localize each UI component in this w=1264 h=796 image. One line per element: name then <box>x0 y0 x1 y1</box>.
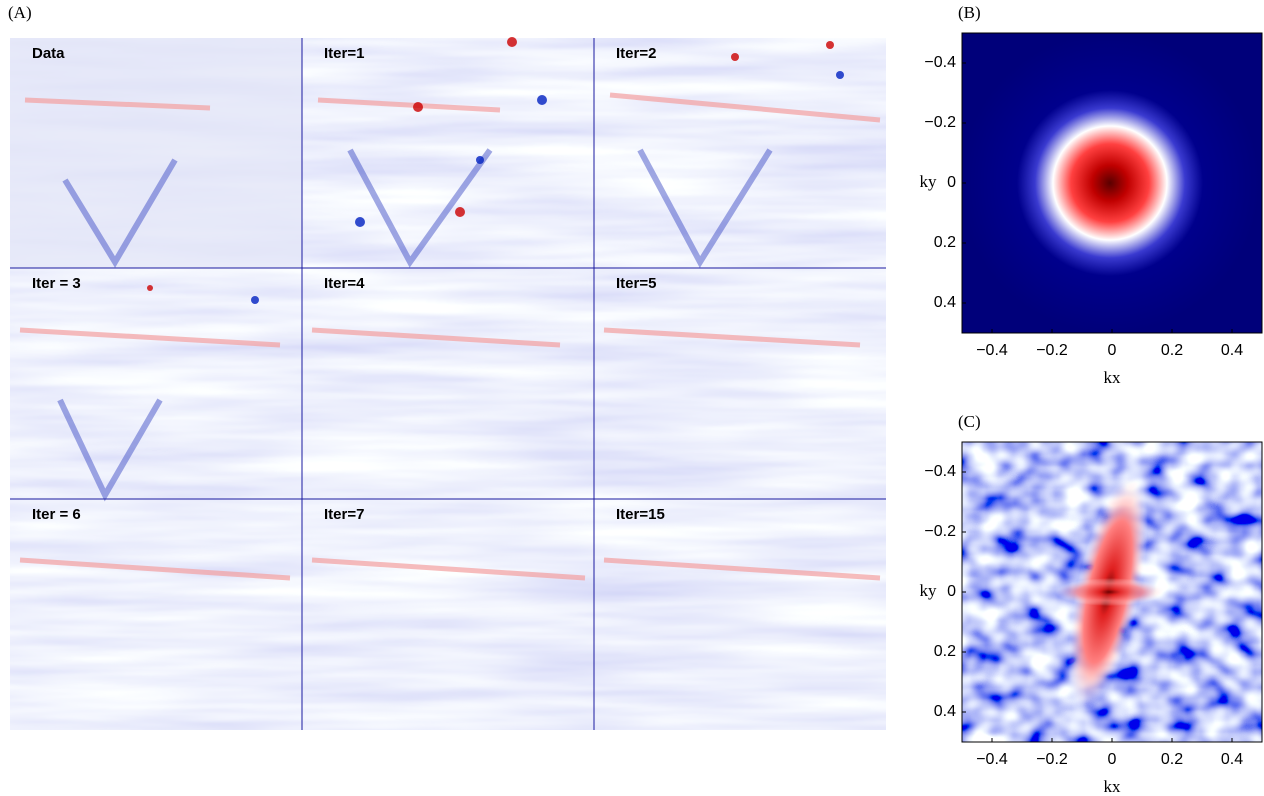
y-tick-label: −0.4 <box>924 54 956 71</box>
y-tick-label: 0.2 <box>934 643 956 660</box>
x-tick-label: 0.4 <box>1221 342 1243 359</box>
y-tick-label: 0 <box>947 583 956 600</box>
tile-label: Iter = 6 <box>32 506 81 523</box>
y-tick-label: 0 <box>947 174 956 191</box>
panel-label: (A) <box>8 3 32 22</box>
tile-label: Iter=7 <box>324 506 364 523</box>
x-tick-label: −0.2 <box>1036 342 1068 359</box>
x-tick-label: 0.2 <box>1161 751 1183 768</box>
y-tick-label: 0.4 <box>934 703 956 720</box>
y-axis-label: ky <box>920 581 938 600</box>
x-tick-label: 0 <box>1108 342 1117 359</box>
y-tick-label: −0.2 <box>924 114 956 131</box>
tile-label: Iter = 3 <box>32 275 81 292</box>
x-tick-label: 0.4 <box>1221 751 1243 768</box>
x-tick-label: 0 <box>1108 751 1117 768</box>
tile-label: Iter=5 <box>616 275 656 292</box>
y-tick-label: −0.4 <box>924 463 956 480</box>
tile-label: Iter=4 <box>324 275 365 292</box>
y-tick-label: 0.4 <box>934 294 956 311</box>
y-tick-label: 0.2 <box>934 234 956 251</box>
panel-label: (B) <box>958 3 981 22</box>
tile-label: Iter=1 <box>324 45 364 62</box>
y-tick-label: −0.2 <box>924 523 956 540</box>
heatmap-b <box>962 33 1262 333</box>
tile-label: Data <box>32 45 65 62</box>
panel-label: (C) <box>958 412 981 431</box>
heatmap-c <box>962 442 1262 742</box>
tile-label: Iter=15 <box>616 506 665 523</box>
tile-label: Iter=2 <box>616 45 656 62</box>
y-axis-label: ky <box>920 172 938 191</box>
x-axis-label: kx <box>1104 777 1122 796</box>
x-tick-label: −0.4 <box>976 342 1008 359</box>
x-tick-label: −0.2 <box>1036 751 1068 768</box>
x-tick-label: −0.4 <box>976 751 1008 768</box>
tile-grid <box>10 37 886 730</box>
x-axis-label: kx <box>1104 368 1122 387</box>
x-tick-label: 0.2 <box>1161 342 1183 359</box>
